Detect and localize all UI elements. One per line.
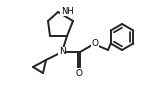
Text: N: N [59,47,65,56]
Text: NH: NH [61,6,74,16]
Text: O: O [91,39,99,47]
Text: O: O [76,69,83,77]
